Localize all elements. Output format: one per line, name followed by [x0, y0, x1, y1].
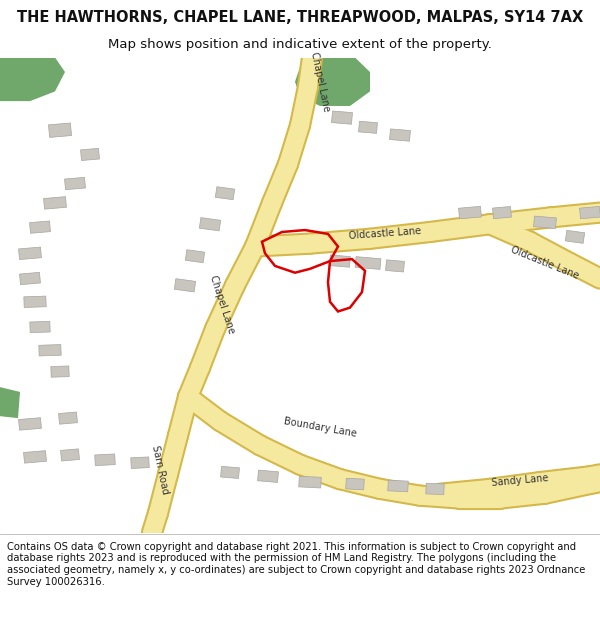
- Bar: [458, 206, 481, 219]
- Bar: [44, 197, 67, 209]
- Bar: [299, 476, 321, 488]
- Text: Chapel Lane: Chapel Lane: [208, 274, 236, 335]
- Text: Boundary Lane: Boundary Lane: [283, 416, 357, 439]
- Text: THE HAWTHORNS, CHAPEL LANE, THREAPWOOD, MALPAS, SY14 7AX: THE HAWTHORNS, CHAPEL LANE, THREAPWOOD, …: [17, 10, 583, 25]
- Bar: [51, 366, 69, 378]
- Bar: [199, 217, 221, 231]
- Bar: [95, 454, 115, 466]
- Bar: [388, 480, 408, 492]
- Polygon shape: [0, 58, 65, 101]
- Bar: [49, 123, 71, 138]
- Bar: [580, 206, 600, 219]
- Bar: [131, 457, 149, 469]
- Bar: [23, 451, 46, 463]
- Text: Map shows position and indicative extent of the property.: Map shows position and indicative extent…: [108, 38, 492, 51]
- Bar: [19, 418, 41, 430]
- Polygon shape: [295, 58, 370, 106]
- Bar: [61, 449, 79, 461]
- Bar: [24, 296, 46, 308]
- Bar: [19, 247, 41, 259]
- Text: Oldcastle Lane: Oldcastle Lane: [349, 226, 422, 241]
- Bar: [257, 470, 278, 482]
- Bar: [533, 216, 556, 229]
- Bar: [389, 129, 410, 141]
- Bar: [346, 478, 364, 490]
- Bar: [175, 279, 196, 292]
- Bar: [29, 221, 50, 233]
- Bar: [20, 272, 40, 284]
- Bar: [80, 148, 100, 161]
- Bar: [493, 206, 511, 219]
- Bar: [426, 483, 444, 494]
- Bar: [329, 255, 350, 268]
- Text: Contains OS data © Crown copyright and database right 2021. This information is : Contains OS data © Crown copyright and d…: [7, 542, 586, 586]
- Text: Sarn Road: Sarn Road: [150, 444, 170, 495]
- Bar: [359, 121, 377, 133]
- Polygon shape: [0, 387, 20, 418]
- Text: Sandy Lane: Sandy Lane: [491, 472, 549, 488]
- Text: Oldcastle Lane: Oldcastle Lane: [509, 245, 580, 281]
- Bar: [221, 466, 239, 479]
- Bar: [59, 412, 77, 424]
- Bar: [215, 187, 235, 200]
- Text: Chapel Lane: Chapel Lane: [309, 51, 331, 112]
- Bar: [332, 111, 352, 124]
- Bar: [30, 321, 50, 332]
- Bar: [386, 260, 404, 272]
- Bar: [185, 250, 205, 262]
- Bar: [65, 177, 85, 189]
- Bar: [355, 257, 381, 269]
- Bar: [565, 231, 584, 243]
- Bar: [39, 344, 61, 356]
